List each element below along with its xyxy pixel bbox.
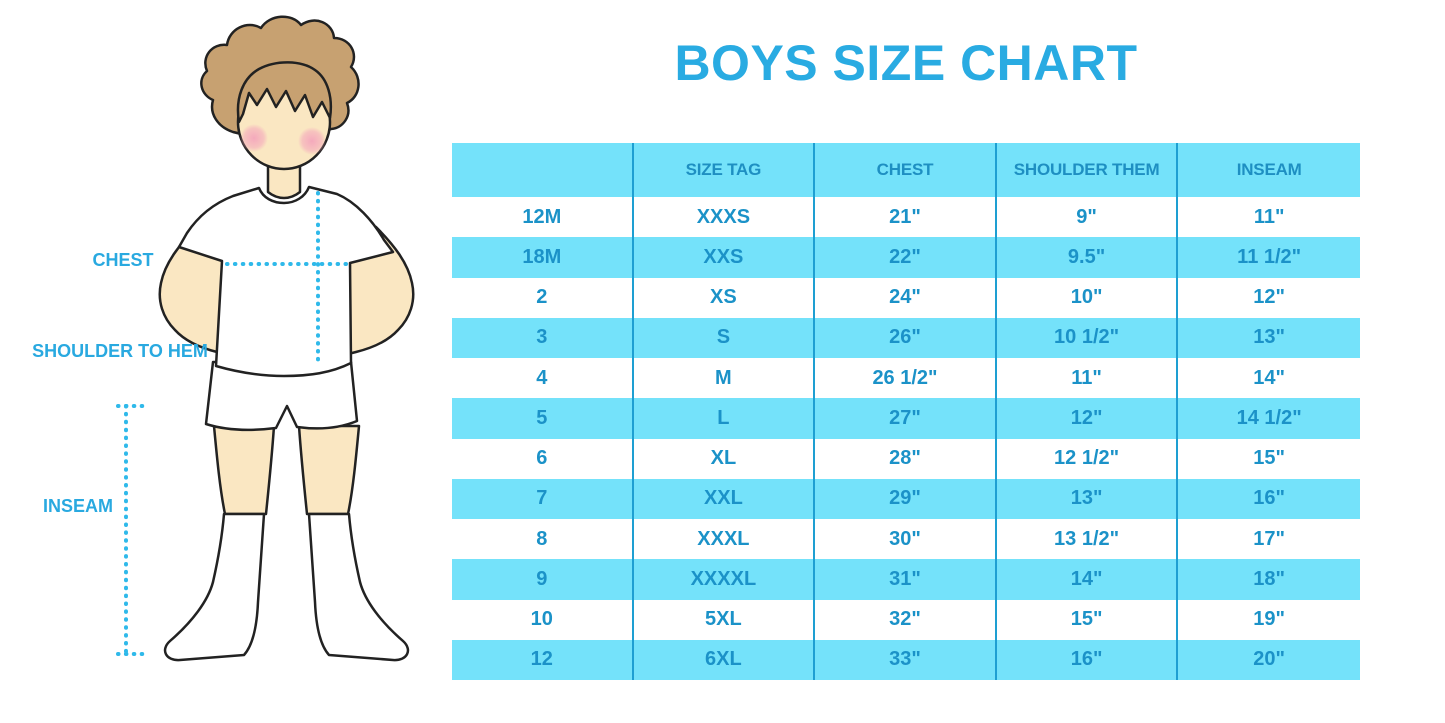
table-cell: 21" bbox=[815, 197, 997, 238]
table-cell: XL bbox=[633, 438, 816, 479]
table-cell: 11" bbox=[996, 358, 1179, 399]
table-cell: 27" bbox=[815, 398, 997, 439]
table-cell: 10" bbox=[996, 277, 1179, 318]
table-cell: 15" bbox=[1178, 438, 1360, 479]
size-table: SIZE TAG CHEST SHOULDER THEM INSEAM 12M XXXS 2… bbox=[452, 143, 1360, 680]
table-cell: 31" bbox=[815, 559, 997, 600]
table-cell: 13 1/2" bbox=[996, 519, 1179, 560]
table-cell: 14" bbox=[996, 559, 1179, 600]
row-size-label: 3 bbox=[452, 317, 634, 358]
table-cell: 14" bbox=[1178, 358, 1360, 399]
shoulder-to-hem-label: SHOULDER TO HEM bbox=[32, 341, 208, 361]
table-cell: 30" bbox=[815, 519, 997, 560]
column-header-blank bbox=[452, 143, 634, 197]
table-cell: 26" bbox=[815, 317, 997, 358]
table-cell: 15" bbox=[996, 599, 1179, 640]
table-cell: L bbox=[633, 398, 816, 439]
boy-left-leg bbox=[212, 424, 276, 516]
table-cell: 16" bbox=[996, 639, 1179, 680]
boy-figure-illustration bbox=[116, 15, 415, 662]
column-header-chest: CHEST bbox=[815, 143, 997, 197]
boy-left-cheek bbox=[240, 124, 268, 152]
row-size-label: 5 bbox=[452, 398, 634, 439]
table-cell: 29" bbox=[815, 478, 997, 519]
table-cell: XXXL bbox=[633, 519, 816, 560]
table-cell: 9.5" bbox=[996, 237, 1179, 278]
table-cell: 11" bbox=[1178, 197, 1360, 238]
boy-hair-fringe bbox=[236, 61, 332, 124]
table-cell: 20" bbox=[1178, 639, 1360, 680]
boy-right-sock bbox=[307, 512, 410, 662]
table-cell: 32" bbox=[815, 599, 997, 640]
table-cell: 13" bbox=[996, 478, 1179, 519]
column-header-shoulder-them: SHOULDER THEM bbox=[996, 143, 1179, 197]
table-cell: 13" bbox=[1178, 317, 1360, 358]
row-size-label: 9 bbox=[452, 559, 634, 600]
table-cell: XXXS bbox=[633, 197, 816, 238]
table-cell: 14 1/2" bbox=[1178, 398, 1360, 439]
table-cell: 26 1/2" bbox=[815, 358, 997, 399]
row-size-label: 4 bbox=[452, 358, 634, 399]
row-size-label: 12M bbox=[452, 197, 634, 238]
table-cell: XXXXL bbox=[633, 559, 816, 600]
table-cell: 11 1/2" bbox=[1178, 237, 1360, 278]
boy-tshirt bbox=[177, 185, 395, 378]
table-cell: 12" bbox=[996, 398, 1179, 439]
row-size-label: 8 bbox=[452, 519, 634, 560]
table-cell: 12 1/2" bbox=[996, 438, 1179, 479]
table-cell: XXL bbox=[633, 478, 816, 519]
table-cell: 28" bbox=[815, 438, 997, 479]
row-size-label: 2 bbox=[452, 277, 634, 318]
column-header-inseam: INSEAM bbox=[1178, 143, 1360, 197]
row-size-label: 6 bbox=[452, 438, 634, 479]
boy-body bbox=[158, 15, 415, 662]
table-cell: 18" bbox=[1178, 559, 1360, 600]
table-cell: XXS bbox=[633, 237, 816, 278]
measurement-lines bbox=[116, 191, 348, 656]
table-cell: 12" bbox=[1178, 277, 1360, 318]
boy-left-arm bbox=[158, 225, 227, 356]
chest-label: CHEST bbox=[92, 250, 154, 270]
table-cell: S bbox=[633, 317, 816, 358]
row-size-label: 7 bbox=[452, 478, 634, 519]
table-cell: 17" bbox=[1178, 519, 1360, 560]
boy-right-leg bbox=[297, 424, 361, 516]
table-cell: 6XL bbox=[633, 639, 816, 680]
row-size-label: 10 bbox=[452, 599, 634, 640]
page-title: BOYS SIZE CHART bbox=[674, 35, 1138, 91]
boy-right-cheek bbox=[298, 127, 326, 155]
table-cell: 33" bbox=[815, 639, 997, 680]
table-cell: 5XL bbox=[633, 599, 816, 640]
table-cell: 10 1/2" bbox=[996, 317, 1179, 358]
table-cell: 9" bbox=[996, 197, 1179, 238]
row-size-label: 12 bbox=[452, 639, 634, 680]
boy-left-sock bbox=[163, 512, 266, 662]
table-cell: 19" bbox=[1178, 599, 1360, 640]
row-size-label: 18M bbox=[452, 237, 634, 278]
table-cell: 22" bbox=[815, 237, 997, 278]
inseam-label: INSEAM bbox=[42, 496, 113, 516]
table-cell: 16" bbox=[1178, 478, 1360, 519]
table-cell: XS bbox=[633, 277, 816, 318]
table-cell: M bbox=[633, 358, 816, 399]
column-header-size-tag: SIZE TAG bbox=[633, 143, 816, 197]
table-cell: 24" bbox=[815, 277, 997, 318]
boy-shorts bbox=[204, 360, 359, 432]
